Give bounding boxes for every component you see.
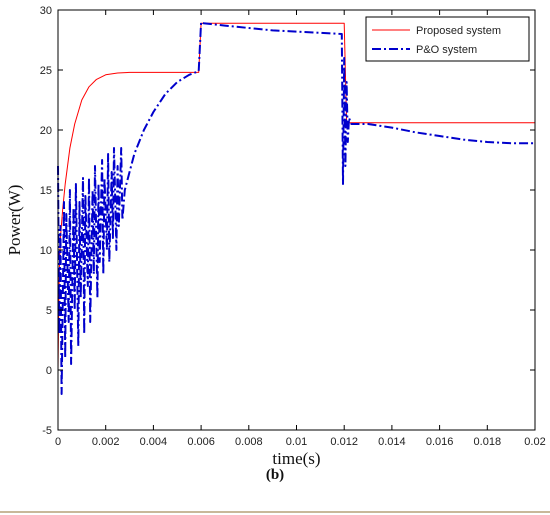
- series-layer: [57, 21, 535, 395]
- y-tick-label: 0: [46, 365, 52, 377]
- y-tick-label: 5: [46, 305, 52, 317]
- series-line-0: [57, 22, 535, 371]
- y-tick-label: -5: [42, 425, 52, 437]
- y-tick-label: 30: [40, 5, 52, 17]
- figure-caption: (b): [265, 467, 285, 483]
- legend-box: [365, 16, 530, 62]
- x-tick-label: 0: [55, 436, 61, 448]
- x-tick-label: 0.012: [330, 436, 358, 448]
- y-tick-label: 20: [40, 125, 52, 137]
- plot-area: [58, 10, 535, 430]
- x-tick-label: 0.008: [235, 436, 263, 448]
- x-tick-label: 0.01: [286, 436, 307, 448]
- x-tick-label: 0.002: [92, 436, 120, 448]
- legend-label-proposed: Proposed system: [416, 25, 501, 37]
- y-axis-label: Power(W): [5, 185, 24, 256]
- x-axis-label: time(s): [272, 449, 320, 468]
- legend-label-po: P&O system: [416, 44, 477, 56]
- x-tick-label: 0.016: [426, 436, 454, 448]
- x-tick-label: 0.006: [187, 436, 215, 448]
- y-tick-label: 15: [40, 185, 52, 197]
- bottom-rule: [0, 511, 550, 513]
- x-tick-label: 0.018: [474, 436, 502, 448]
- x-tick-label: 0.004: [140, 436, 168, 448]
- ticks-layer: 0 0.002 0.004 0.006 0.008 0.01 0.012 0.014 0.016…: [40, 5, 546, 448]
- legend: Proposed system P&O system: [365, 16, 530, 62]
- x-tick-label: 0.014: [378, 436, 406, 448]
- y-tick-label: 10: [40, 245, 52, 257]
- series-line-1: [57, 21, 535, 395]
- x-tick-label: 0.02: [524, 436, 545, 448]
- y-tick-label: 25: [40, 65, 52, 77]
